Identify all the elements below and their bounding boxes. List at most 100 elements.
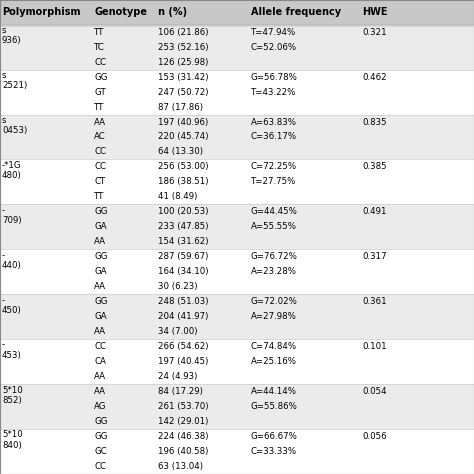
Text: C=33.33%: C=33.33% [251,447,297,456]
Text: 41 (8.49): 41 (8.49) [158,192,198,201]
Text: AA: AA [94,118,106,127]
Text: 0.054: 0.054 [362,387,387,396]
Text: TT: TT [94,102,105,111]
Text: CC: CC [94,342,106,351]
Text: 106 (21.86): 106 (21.86) [158,27,209,36]
Text: 197 (40.45): 197 (40.45) [158,357,209,366]
Text: CC: CC [94,462,106,471]
Text: 0.462: 0.462 [362,73,387,82]
Text: s
936): s 936) [2,26,21,46]
Text: 0.361: 0.361 [362,297,387,306]
Bar [0,25,474,40]
Bar [0,145,474,159]
Text: 0.491: 0.491 [362,208,387,216]
Text: -*1G
480): -*1G 480) [2,161,22,180]
Text: 24 (4.93): 24 (4.93) [158,372,198,381]
Bar [0,339,474,354]
Bar [0,399,474,414]
Text: G=66.67%: G=66.67% [251,432,298,441]
Text: -
453): - 453) [2,341,22,360]
Text: AC: AC [94,133,106,141]
Text: AA: AA [94,283,106,291]
Text: Polymorphism: Polymorphism [2,7,81,18]
Text: 253 (52.16): 253 (52.16) [158,43,209,52]
Text: 0.101: 0.101 [362,342,387,351]
Bar [0,190,474,204]
Text: 266 (54.62): 266 (54.62) [158,342,209,351]
Text: AA: AA [94,387,106,396]
Text: -
450): - 450) [2,296,22,315]
Bar [0,384,474,399]
Text: 248 (51.03): 248 (51.03) [158,297,209,306]
Text: G=44.45%: G=44.45% [251,208,298,216]
Text: -
440): - 440) [2,251,22,270]
Text: 256 (53.00): 256 (53.00) [158,163,209,172]
Bar [0,294,474,309]
Text: s
2521): s 2521) [2,71,27,91]
Bar [0,174,474,190]
Bar [0,369,474,384]
Text: TT: TT [94,27,105,36]
Text: G=55.86%: G=55.86% [251,402,298,411]
Bar [0,115,474,129]
Text: GC: GC [94,447,107,456]
Bar [0,249,474,264]
Text: A=25.16%: A=25.16% [251,357,297,366]
Text: GG: GG [94,432,108,441]
Bar [0,159,474,174]
Text: 204 (41.97): 204 (41.97) [158,312,209,321]
Text: GA: GA [94,222,107,231]
Text: TT: TT [94,192,105,201]
Text: A=55.55%: A=55.55% [251,222,297,231]
Text: 87 (17.86): 87 (17.86) [158,102,203,111]
Text: GG: GG [94,252,108,261]
Bar [0,324,474,339]
Bar [0,234,474,249]
Text: 197 (40.96): 197 (40.96) [158,118,209,127]
Text: 30 (6.23): 30 (6.23) [158,283,198,291]
Bar [0,414,474,429]
Text: 84 (17.29): 84 (17.29) [158,387,203,396]
Text: CC: CC [94,163,106,172]
Text: A=44.14%: A=44.14% [251,387,297,396]
Text: 63 (13.04): 63 (13.04) [158,462,203,471]
Text: 100 (20.53): 100 (20.53) [158,208,209,216]
Text: A=27.98%: A=27.98% [251,312,297,321]
Bar [0,204,474,219]
Text: GG: GG [94,417,108,426]
Text: G=76.72%: G=76.72% [251,252,298,261]
Bar [0,444,474,459]
Text: C=74.84%: C=74.84% [251,342,297,351]
Text: CA: CA [94,357,106,366]
Text: 220 (45.74): 220 (45.74) [158,133,209,141]
Text: CC: CC [94,58,106,66]
Bar [0,129,474,145]
Text: T=43.22%: T=43.22% [251,88,296,97]
Bar [0,429,474,444]
Bar [0,219,474,234]
Text: 0.056: 0.056 [362,432,387,441]
Bar [0,309,474,324]
Text: AA: AA [94,237,106,246]
Text: GA: GA [94,312,107,321]
Text: Allele frequency: Allele frequency [251,7,341,18]
Bar [0,264,474,279]
Text: Genotype: Genotype [94,7,147,18]
Text: TC: TC [94,43,105,52]
Text: GT: GT [94,88,106,97]
Text: A=23.28%: A=23.28% [251,267,297,276]
Text: GG: GG [94,297,108,306]
Text: 34 (7.00): 34 (7.00) [158,327,198,336]
Text: 247 (50.72): 247 (50.72) [158,88,209,97]
Text: C=72.25%: C=72.25% [251,163,297,172]
Text: T=27.75%: T=27.75% [251,177,296,186]
Text: s
0453): s 0453) [2,116,27,136]
Bar [0,279,474,294]
Bar [0,100,474,115]
Text: -
709): - 709) [2,206,21,225]
Text: 186 (38.51): 186 (38.51) [158,177,209,186]
Bar [0,40,474,55]
Text: 142 (29.01): 142 (29.01) [158,417,209,426]
Text: CT: CT [94,177,106,186]
Text: 154 (31.62): 154 (31.62) [158,237,209,246]
